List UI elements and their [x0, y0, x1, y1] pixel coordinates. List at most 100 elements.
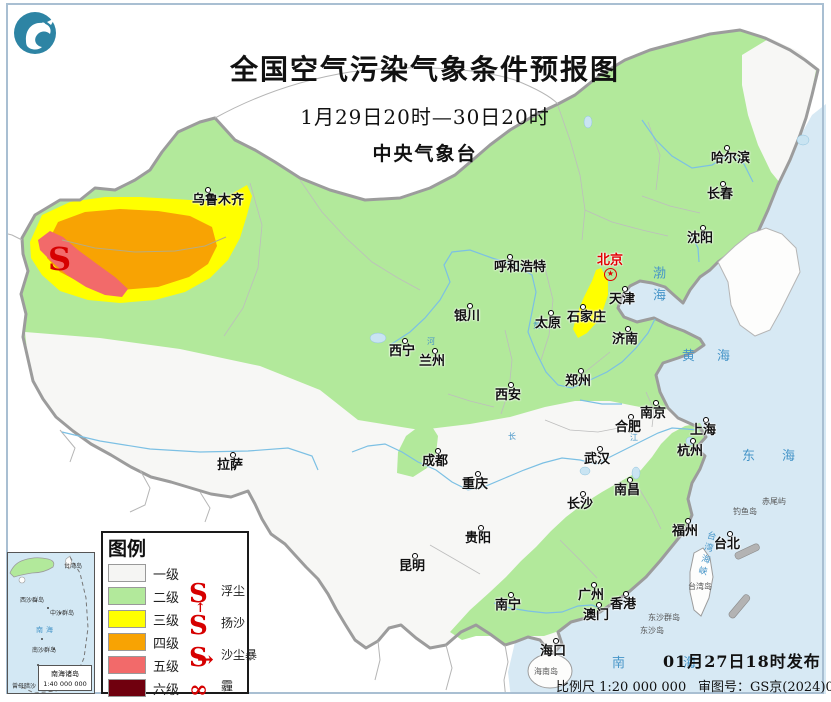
sea-label-yellow-sea: 黄海 [682, 349, 753, 364]
city-label: 沈阳 [687, 225, 713, 246]
city-label: 太原 [535, 310, 561, 331]
river-label: 长 [508, 432, 516, 441]
region-level1-northeast [742, 38, 816, 183]
city-name: 南宁 [495, 598, 522, 613]
publish-time: 01月27日18时发布 [663, 652, 821, 671]
level-label: 六级 [153, 682, 180, 698]
haze-symbol-icon: ∞ [189, 678, 217, 701]
inset-scale: 1:40 000 000 [43, 680, 87, 688]
inset-map [9, 555, 89, 694]
legend-row: 二级 [108, 585, 247, 607]
up-arrow-icon: ↑ [195, 601, 206, 616]
city-name: 海口 [540, 644, 567, 659]
city-label: 长沙 [567, 491, 593, 512]
city-label: 贵阳 [465, 525, 491, 546]
legend-row: 四级 [108, 631, 247, 653]
rivers [61, 119, 754, 614]
city-dot-icon [230, 452, 236, 458]
city-dot-icon [478, 525, 484, 531]
city-name: 银川 [454, 309, 481, 324]
city-dot-icon [597, 446, 603, 452]
city-dot-icon [690, 438, 696, 444]
city-dot-icon [205, 187, 211, 193]
city-name: 香港 [610, 597, 637, 612]
city-dot-icon [627, 477, 633, 483]
island-label: 东沙群岛 [648, 613, 680, 622]
city-name: 兰州 [419, 354, 446, 369]
city-name: 武汉 [584, 452, 611, 467]
city-name: 南昌 [614, 483, 641, 498]
province-borders [223, 105, 701, 579]
region-level2-chengdu [397, 425, 438, 477]
island-label: 海南岛 [534, 667, 558, 676]
city-name: 台北 [714, 537, 741, 552]
region-level2-southeast-band [450, 423, 707, 644]
city-name: 乌鲁木齐 [192, 193, 245, 208]
dust-symbol-icon: S [189, 581, 217, 607]
title-block: 全国空气污染气象条件预报图 1月29日20时—30日20时 中央气象台 [215, 48, 635, 166]
city-name: 天津 [609, 292, 636, 307]
city-name: 拉萨 [217, 458, 244, 473]
forecast-period: 1月29日20时—30日20时 [300, 105, 550, 129]
city-label: 武汉 [584, 446, 610, 467]
symbol-glyph: S [189, 579, 208, 609]
inset-island-label: 南沙群岛 [32, 647, 57, 654]
city-dot-icon [578, 368, 584, 374]
symbol-glyph: ∞ [189, 676, 209, 702]
city-dot-icon [553, 638, 559, 644]
inset-title: 南海诸岛 [51, 670, 79, 678]
lakes [369, 115, 810, 480]
symbol-glyph: S [189, 611, 208, 641]
sea-label-south-china-sea: 南海 [612, 656, 755, 671]
legend-row: 五级 [108, 654, 247, 676]
city-name: 广州 [578, 588, 605, 603]
page-margin-left [0, 0, 6, 702]
region-level5-xinjiang [38, 231, 128, 297]
city-name: 成都 [422, 454, 449, 469]
city-name: 重庆 [462, 477, 489, 492]
right-arrow-icon: → [197, 647, 214, 671]
china-border [19, 28, 820, 657]
foreign-borders [0, 67, 559, 701]
blowing-sand-symbol-icon: S ↑ [189, 602, 217, 641]
city-label: 拉萨 [217, 452, 243, 473]
level4-swatch [108, 633, 146, 651]
city-label: 福州 [672, 518, 698, 539]
city-label: 重庆 [462, 471, 488, 492]
river-label: 黄 [533, 321, 541, 330]
city-dot-icon [720, 181, 726, 187]
city-dot-icon [703, 417, 709, 423]
city-dot-icon [508, 592, 514, 598]
island-label: 钓鱼岛 [733, 507, 757, 516]
level2-swatch [108, 587, 146, 605]
city-label: 南京 [640, 400, 666, 421]
page-margin-right [826, 0, 831, 702]
city-label: 南宁 [495, 592, 521, 613]
city-label: 长春 [707, 181, 733, 202]
city-name: 西宁 [389, 344, 416, 359]
city-name: 呼和浩特 [494, 260, 547, 275]
city-name: 澳门 [583, 608, 610, 623]
city-dot-icon [432, 348, 438, 354]
river-label: 河 [427, 337, 435, 346]
legend: 图例 一级 二级 三级 四级 五级 六级 S 浮尘 S ↑ 扬沙 S → 沙尘暴 ∞ 霾 [101, 531, 257, 701]
city-dot-icon [435, 448, 441, 454]
symbol-label: 沙尘暴 [221, 648, 258, 662]
tarim-river [61, 236, 227, 253]
inset-title-box: 南海诸岛 1:40 000 000 [38, 665, 92, 691]
city-label: 杭州 [677, 438, 703, 459]
legend-symbol-row: ∞ 霾 [189, 677, 233, 701]
legend-row: 一级 [108, 562, 247, 584]
city-label: 石家庄 [567, 304, 606, 325]
level1-swatch [108, 564, 146, 582]
island-chain-marks [728, 543, 760, 619]
city-name: 西安 [495, 388, 522, 403]
city-name: 石家庄 [567, 310, 607, 325]
agency-name: 中央气象台 [372, 143, 478, 165]
level-label: 一级 [153, 567, 180, 583]
city-label: 兰州 [419, 348, 445, 369]
city-dot-icon [685, 518, 691, 524]
city-name: 杭州 [677, 444, 704, 459]
